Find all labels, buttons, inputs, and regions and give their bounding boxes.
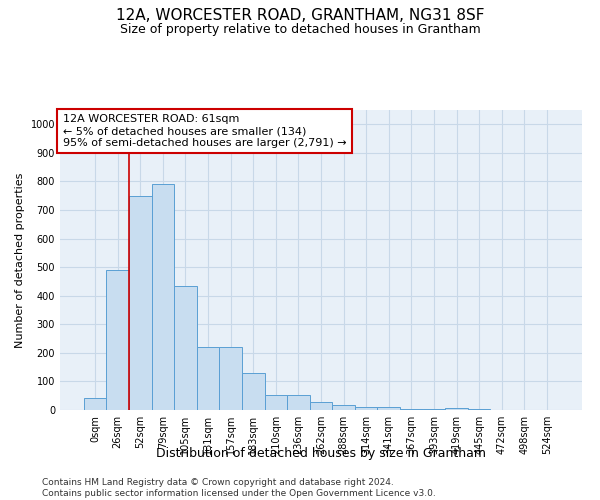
Text: Contains HM Land Registry data © Crown copyright and database right 2024.
Contai: Contains HM Land Registry data © Crown c… [42,478,436,498]
Bar [445,408,468,410]
Bar [422,408,445,410]
Bar [220,347,242,410]
Bar [152,184,174,410]
Text: Distribution of detached houses by size in Grantham: Distribution of detached houses by size … [156,448,486,460]
Bar [106,270,129,410]
Bar [197,347,220,410]
Bar [287,395,310,410]
Bar [129,196,152,410]
Bar [355,407,377,410]
Bar [310,402,332,410]
Bar [377,407,400,410]
Bar [84,398,106,410]
Y-axis label: Number of detached properties: Number of detached properties [15,172,25,348]
Bar [468,408,490,410]
Bar [265,395,287,410]
Bar [174,286,197,410]
Bar [332,405,355,410]
Bar [242,373,265,410]
Text: Size of property relative to detached houses in Grantham: Size of property relative to detached ho… [119,22,481,36]
Bar [400,408,422,410]
Text: 12A, WORCESTER ROAD, GRANTHAM, NG31 8SF: 12A, WORCESTER ROAD, GRANTHAM, NG31 8SF [116,8,484,22]
Text: 12A WORCESTER ROAD: 61sqm
← 5% of detached houses are smaller (134)
95% of semi-: 12A WORCESTER ROAD: 61sqm ← 5% of detach… [62,114,346,148]
